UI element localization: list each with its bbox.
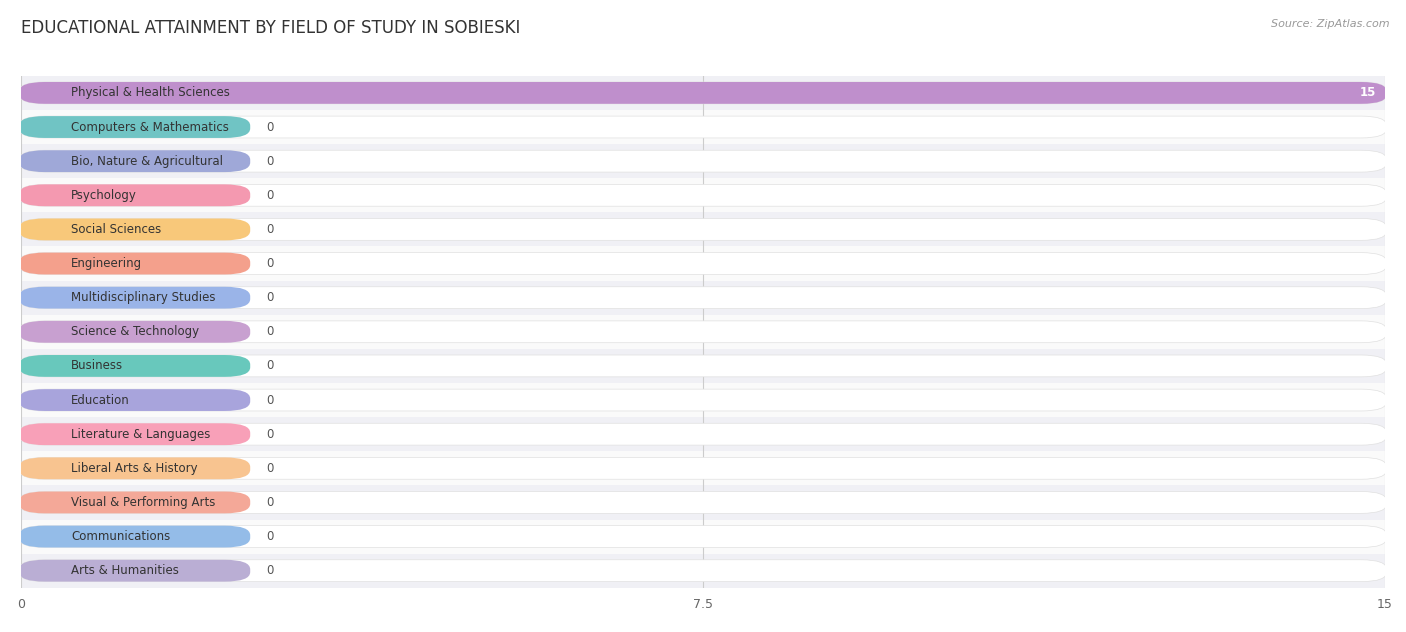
Text: Communications: Communications <box>72 530 170 543</box>
Text: Social Sciences: Social Sciences <box>72 223 162 236</box>
FancyBboxPatch shape <box>20 116 1386 138</box>
Bar <box>21 349 1385 383</box>
FancyBboxPatch shape <box>20 526 1386 547</box>
FancyBboxPatch shape <box>20 492 1386 513</box>
FancyBboxPatch shape <box>20 355 1386 377</box>
FancyBboxPatch shape <box>20 287 250 308</box>
FancyBboxPatch shape <box>20 458 250 479</box>
Text: 0: 0 <box>267 325 274 338</box>
Text: 15: 15 <box>1360 87 1376 99</box>
FancyBboxPatch shape <box>20 82 1386 104</box>
Bar <box>21 383 1385 417</box>
FancyBboxPatch shape <box>20 389 250 411</box>
Text: 0: 0 <box>267 496 274 509</box>
Text: 0: 0 <box>267 155 274 167</box>
Text: Psychology: Psychology <box>72 189 136 202</box>
FancyBboxPatch shape <box>20 150 1386 172</box>
Text: Arts & Humanities: Arts & Humanities <box>72 564 179 577</box>
Bar <box>21 110 1385 144</box>
Bar <box>21 144 1385 178</box>
FancyBboxPatch shape <box>20 219 250 240</box>
Text: Liberal Arts & History: Liberal Arts & History <box>72 462 198 475</box>
FancyBboxPatch shape <box>20 321 250 343</box>
Bar <box>21 485 1385 520</box>
Text: 0: 0 <box>267 564 274 577</box>
Bar <box>21 417 1385 451</box>
Text: 0: 0 <box>267 189 274 202</box>
Text: 0: 0 <box>267 428 274 441</box>
Text: EDUCATIONAL ATTAINMENT BY FIELD OF STUDY IN SOBIESKI: EDUCATIONAL ATTAINMENT BY FIELD OF STUDY… <box>21 19 520 37</box>
FancyBboxPatch shape <box>20 253 1386 274</box>
Text: Literature & Languages: Literature & Languages <box>72 428 211 441</box>
Text: 0: 0 <box>267 360 274 372</box>
Text: 0: 0 <box>267 530 274 543</box>
FancyBboxPatch shape <box>20 116 250 138</box>
FancyBboxPatch shape <box>20 526 250 547</box>
Text: 0: 0 <box>267 394 274 406</box>
Text: 0: 0 <box>267 291 274 304</box>
Text: Physical & Health Sciences: Physical & Health Sciences <box>72 87 231 99</box>
Bar <box>21 76 1385 110</box>
Text: Computers & Mathematics: Computers & Mathematics <box>72 121 229 133</box>
Text: Source: ZipAtlas.com: Source: ZipAtlas.com <box>1271 19 1389 29</box>
FancyBboxPatch shape <box>20 355 250 377</box>
FancyBboxPatch shape <box>20 321 1386 343</box>
Text: Visual & Performing Arts: Visual & Performing Arts <box>72 496 215 509</box>
FancyBboxPatch shape <box>20 389 1386 411</box>
Text: 0: 0 <box>267 223 274 236</box>
Bar <box>21 520 1385 554</box>
Bar <box>21 246 1385 281</box>
FancyBboxPatch shape <box>20 150 250 172</box>
Bar <box>21 451 1385 485</box>
Text: 0: 0 <box>267 257 274 270</box>
Text: Engineering: Engineering <box>72 257 142 270</box>
Bar <box>21 178 1385 212</box>
Bar <box>21 554 1385 588</box>
Text: Education: Education <box>72 394 129 406</box>
Text: Business: Business <box>72 360 124 372</box>
FancyBboxPatch shape <box>20 423 250 445</box>
FancyBboxPatch shape <box>20 185 250 206</box>
FancyBboxPatch shape <box>20 423 1386 445</box>
Text: 0: 0 <box>267 121 274 133</box>
FancyBboxPatch shape <box>20 287 1386 308</box>
Text: Bio, Nature & Agricultural: Bio, Nature & Agricultural <box>72 155 224 167</box>
FancyBboxPatch shape <box>20 560 250 581</box>
FancyBboxPatch shape <box>20 458 1386 479</box>
FancyBboxPatch shape <box>20 219 1386 240</box>
Bar <box>21 212 1385 246</box>
FancyBboxPatch shape <box>20 560 1386 581</box>
FancyBboxPatch shape <box>20 82 1386 104</box>
Bar <box>21 281 1385 315</box>
Text: 0: 0 <box>267 462 274 475</box>
Bar <box>21 315 1385 349</box>
FancyBboxPatch shape <box>20 492 250 513</box>
FancyBboxPatch shape <box>20 185 1386 206</box>
Text: Science & Technology: Science & Technology <box>72 325 200 338</box>
FancyBboxPatch shape <box>20 253 250 274</box>
Text: Multidisciplinary Studies: Multidisciplinary Studies <box>72 291 215 304</box>
